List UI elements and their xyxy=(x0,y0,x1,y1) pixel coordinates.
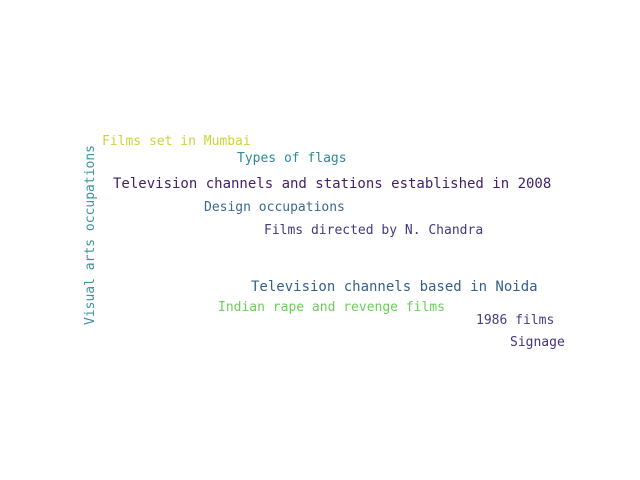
word-tv-channels-2008: Television channels and stations establi… xyxy=(113,176,552,192)
word-design-occupations: Design occupations xyxy=(204,200,345,215)
word-indian-rape-revenge-films: Indian rape and revenge films xyxy=(218,300,445,315)
word-films-set-in-mumbai: Films set in Mumbai xyxy=(102,134,251,149)
word-1986-films: 1986 films xyxy=(476,313,555,328)
word-visual-arts-occupations: Visual arts occupations xyxy=(83,144,98,325)
word-films-n-chandra: Films directed by N. Chandra xyxy=(264,223,484,238)
word-types-of-flags: Types of flags xyxy=(237,151,347,166)
word-tv-channels-noida: Television channels based in Noida xyxy=(251,279,538,295)
word-signage: Signage xyxy=(510,335,565,350)
